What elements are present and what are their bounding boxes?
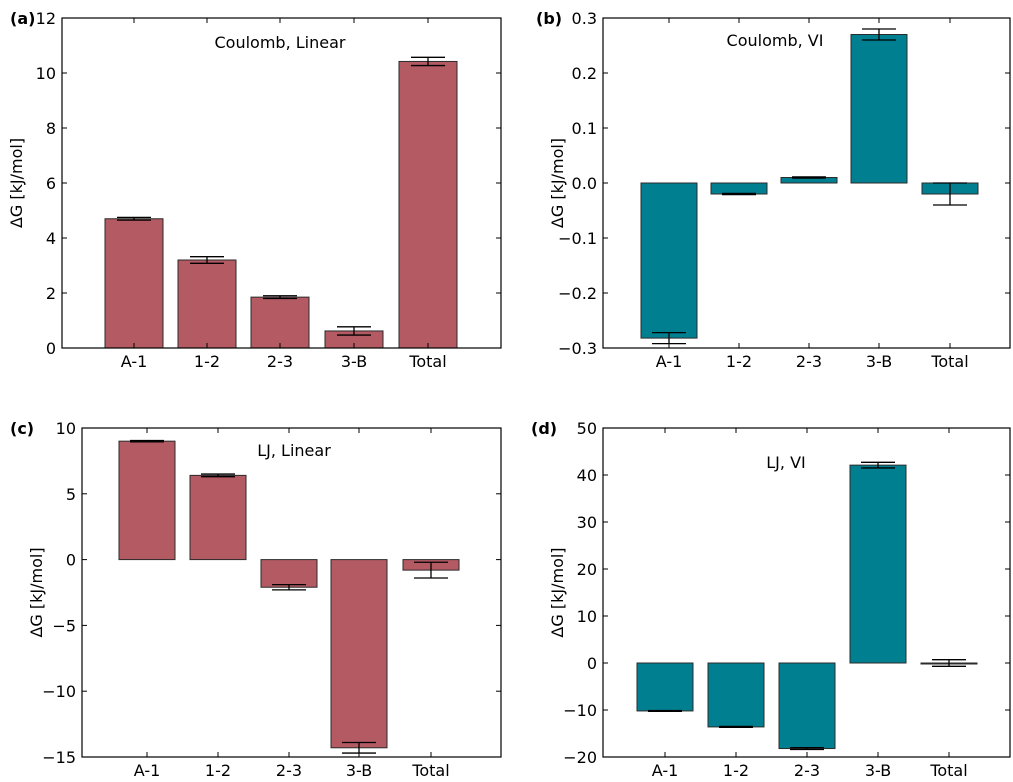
error-bar (411, 56, 445, 67)
x-tick-label: 2-3 (794, 761, 820, 780)
y-tick-label: 4 (46, 229, 56, 248)
x-tick-label: 1-2 (723, 761, 749, 780)
y-tick-label: −15 (42, 748, 76, 767)
error-bar (933, 182, 967, 206)
y-tick-label: 8 (46, 119, 56, 138)
x-tick-label: 1-2 (726, 352, 752, 371)
y-tick-label: 0 (587, 654, 597, 673)
panel-annotation: Coulomb, VI (727, 31, 824, 50)
bar (636, 662, 694, 712)
y-tick-label: 0 (66, 551, 76, 570)
y-tick-label: 0 (46, 339, 56, 358)
panel-annotation: LJ, Linear (257, 441, 331, 460)
y-axis-label: ΔG [kJ/mol] (548, 547, 567, 637)
error-bar (722, 192, 756, 196)
chart-panel-a: 0 2 4 6 8 10 12 A-1 1-2 2-3 3-B Total Coulomb, Linea… (7, 9, 502, 371)
y-axis-label: ΔG [kJ/mol] (7, 138, 26, 228)
error-bar (190, 256, 224, 264)
panel-label: (b) (536, 9, 562, 28)
bar (707, 662, 765, 728)
error-bar (414, 561, 448, 579)
error-bar (201, 473, 235, 478)
panel-annotation: LJ, VI (766, 453, 805, 472)
y-tick-label: −0.1 (558, 229, 597, 248)
error-bar (792, 176, 826, 179)
error-bar (130, 439, 164, 443)
x-tick-label: 1-2 (194, 352, 220, 371)
y-tick-label: 10 (56, 419, 76, 438)
x-tick-label: Total (929, 761, 967, 780)
bar (710, 182, 768, 195)
y-tick-label: −5 (52, 616, 76, 635)
x-tick-label: A-1 (121, 352, 148, 371)
y-tick-label: 12 (36, 9, 56, 28)
error-bar (272, 583, 306, 591)
bar (640, 182, 698, 339)
y-tick-label: −10 (563, 701, 597, 720)
x-tick-label: 3-B (341, 352, 367, 371)
x-tick-label: 3-B (865, 761, 891, 780)
error-bar (932, 659, 966, 667)
bar (398, 60, 458, 349)
y-tick-label: 50 (577, 419, 597, 438)
bar (118, 440, 176, 561)
y-tick-label: 0.2 (572, 64, 597, 83)
x-tick-label: A-1 (652, 761, 679, 780)
y-tick-label: 30 (577, 513, 597, 532)
chart-panel-b: −0.3 −0.2 −0.1 0.0 0.1 0.2 0.3 A-1 1-2 2-3 3-B Tota… (536, 9, 1011, 371)
x-tick-label: 2-3 (276, 761, 302, 780)
y-tick-label: 0.1 (572, 119, 597, 138)
x-tick-label: Total (408, 352, 446, 371)
x-tick-label: 2-3 (796, 352, 822, 371)
x-tick-label: 2-3 (267, 352, 293, 371)
chart-panel-d: −20 −10 0 10 20 30 40 50 A-1 1-2 2-3 3-B Total LJ, VI… (531, 419, 1011, 780)
y-tick-label: 2 (46, 284, 56, 303)
bar (778, 662, 836, 750)
error-bar (790, 746, 824, 751)
panel-label: (a) (10, 9, 35, 28)
y-tick-label: −20 (563, 748, 597, 767)
error-bar (337, 326, 371, 336)
y-axis-label: ΔG [kJ/mol] (27, 547, 46, 637)
y-tick-label: 20 (577, 560, 597, 579)
error-bar (861, 461, 895, 469)
error-bar (117, 216, 151, 221)
error-bar (719, 725, 753, 729)
bar (260, 559, 318, 588)
panel-annotation: Coulomb, Linear (215, 33, 346, 52)
bar (849, 464, 907, 664)
y-tick-label: −0.2 (558, 284, 597, 303)
y-tick-label: 10 (36, 64, 56, 83)
bar (104, 218, 164, 349)
y-tick-label: −0.3 (558, 339, 597, 358)
x-tick-label: A-1 (656, 352, 683, 371)
panel-label: (c) (10, 419, 34, 438)
error-bar (862, 28, 896, 41)
bar (177, 259, 237, 349)
y-axis-label: ΔG [kJ/mol] (548, 138, 567, 228)
y-tick-label: 0.0 (572, 174, 597, 193)
x-tick-label: 3-B (866, 352, 892, 371)
chart-panel-c: −15 −10 −5 0 5 10 A-1 1-2 2-3 3-B Total LJ, Linear (… (10, 419, 502, 780)
y-tick-label: 5 (66, 485, 76, 504)
bar (330, 559, 388, 749)
error-bar (263, 295, 297, 300)
bar (250, 296, 310, 349)
x-tick-label: 3-B (346, 761, 372, 780)
x-tick-label: 1-2 (205, 761, 231, 780)
y-tick-label: −10 (42, 682, 76, 701)
y-tick-label: 0.3 (572, 9, 597, 28)
bar (189, 474, 247, 561)
bar (850, 34, 908, 184)
y-tick-label: 6 (46, 174, 56, 193)
x-tick-label: A-1 (134, 761, 161, 780)
panel-label: (d) (531, 419, 557, 438)
plot-frame (81, 427, 502, 758)
error-bar (648, 709, 682, 713)
y-tick-label: 10 (577, 607, 597, 626)
x-tick-label: Total (930, 352, 968, 371)
y-tick-label: 40 (577, 466, 597, 485)
x-tick-label: Total (411, 761, 449, 780)
